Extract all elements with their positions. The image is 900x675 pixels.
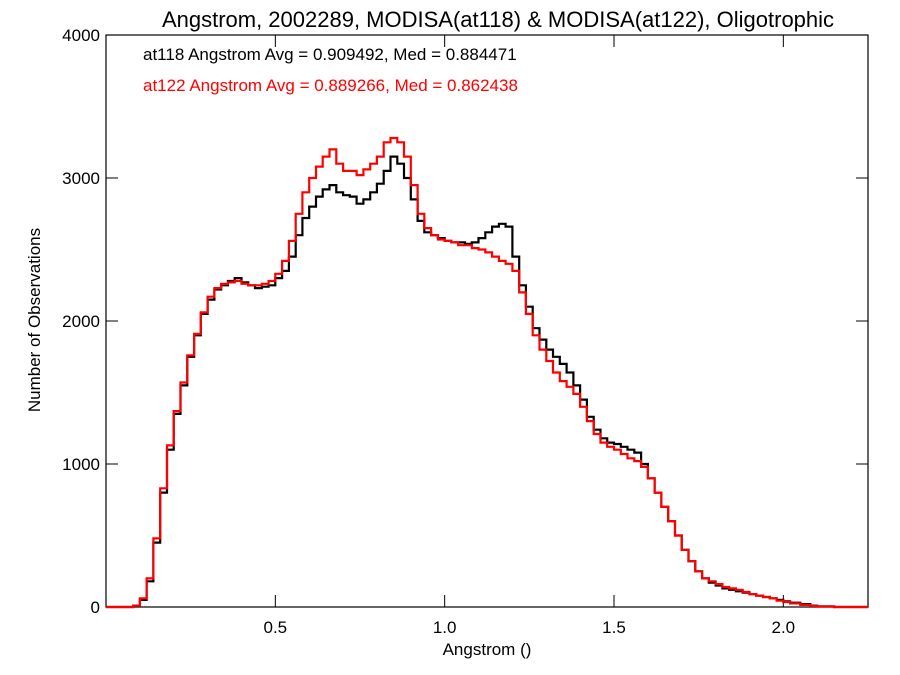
x-tick-label: 1.5 bbox=[602, 618, 626, 637]
x-tick-label: 0.5 bbox=[264, 618, 288, 637]
y-tick-label: 4000 bbox=[62, 26, 100, 45]
series-line-at118 bbox=[106, 155, 868, 609]
y-axis-label: Number of Observations bbox=[25, 228, 44, 412]
x-tick-label: 1.0 bbox=[433, 618, 457, 637]
legend-at122: at122 Angstrom Avg = 0.889266, Med = 0.8… bbox=[143, 76, 518, 95]
legend-at118: at118 Angstrom Avg = 0.909492, Med = 0.8… bbox=[143, 45, 517, 64]
y-tick-label: 0 bbox=[91, 598, 100, 617]
y-tick-label: 3000 bbox=[62, 169, 100, 188]
x-tick-label: 2.0 bbox=[772, 618, 796, 637]
y-tick-label: 1000 bbox=[62, 455, 100, 474]
x-axis-label: Angstrom () bbox=[443, 640, 532, 659]
plot-frame bbox=[105, 34, 869, 608]
y-axis: 0 1000 2000 3000 4000 bbox=[62, 26, 868, 617]
series-line-at122 bbox=[106, 136, 868, 609]
plot-area-border bbox=[105, 34, 869, 608]
x-axis: 0.5 1.0 1.5 2.0 bbox=[264, 35, 796, 637]
chart-title: Angstrom, 2002289, MODISA(at118) & MODIS… bbox=[162, 7, 834, 32]
y-tick-label: 2000 bbox=[62, 312, 100, 331]
series-layer bbox=[106, 136, 868, 609]
